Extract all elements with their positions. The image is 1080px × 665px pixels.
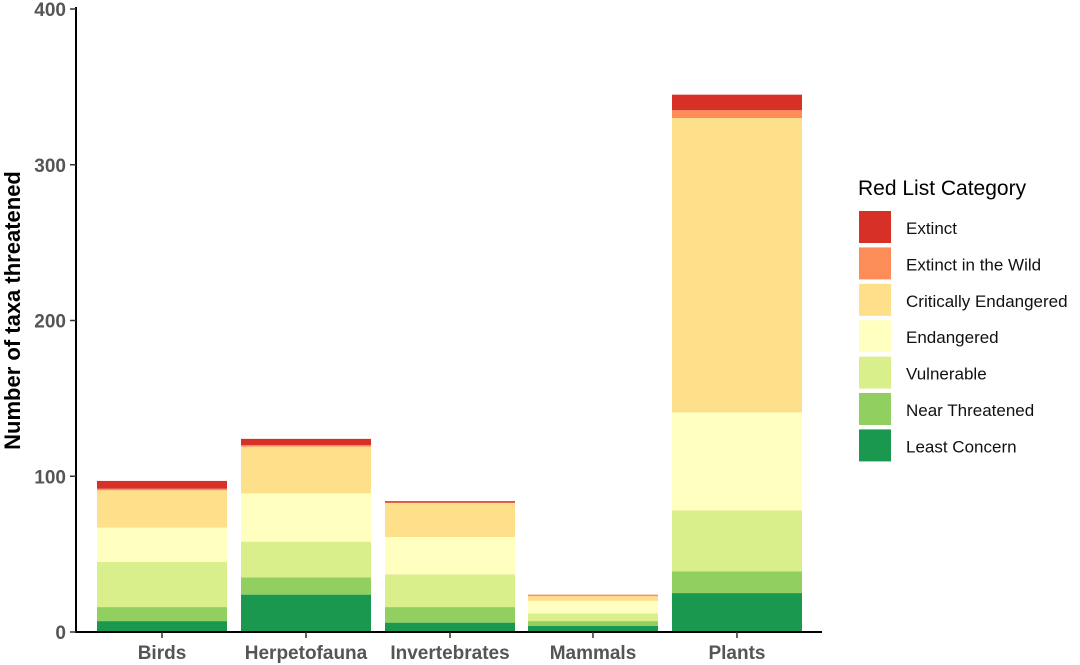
bar-stack-plants [672, 94, 802, 632]
bar-segment-birds-vulnerable [97, 561, 227, 608]
bar-segment-herpetofauna-extinct-in-the-wild [241, 445, 371, 447]
legend-swatch [859, 211, 891, 243]
bar-stack-invertebrates [385, 501, 515, 632]
bar-segment-invertebrates-near-threatened [385, 607, 515, 623]
legend: Red List Category Extinct Extinct in the … [858, 177, 1068, 462]
legend-label: Critically Endangered [906, 292, 1068, 311]
x-tick-label-invertebrates: Invertebrates [390, 643, 509, 664]
legend-swatch [859, 356, 891, 389]
bar-segment-plants-least-concern [672, 593, 802, 632]
bar-segment-invertebrates-critically-endangered [385, 502, 515, 537]
bar-segment-herpetofauna-extinct [241, 438, 371, 446]
legend-item-vulnerable: Vulnerable [859, 356, 987, 389]
bar-segment-plants-vulnerable [672, 510, 802, 572]
bar-segment-birds-extinct [97, 480, 227, 489]
legend-swatch [859, 429, 891, 462]
y-tick-label: 400 [34, 0, 66, 21]
legend-label: Endangered [906, 328, 999, 347]
x-tick-label-mammals: Mammals [550, 643, 637, 664]
y-tick-label: 200 [34, 312, 66, 333]
legend-swatch [859, 320, 891, 353]
legend-label: Extinct in the Wild [906, 255, 1041, 274]
bar-segment-mammals-extinct-in-the-wild [528, 594, 658, 597]
bar-segment-invertebrates-least-concern [385, 622, 515, 632]
legend-item-critically-endangered: Critically Endangered [859, 283, 1068, 316]
y-tick-label: 100 [34, 467, 66, 488]
legend-label: Least Concern [906, 437, 1017, 456]
y-tick-label: 0 [55, 623, 66, 644]
legend-swatch [859, 247, 891, 280]
legend-title: Red List Category [858, 177, 1027, 200]
bar-segment-herpetofauna-near-threatened [241, 577, 371, 595]
legend-label: Near Threatened [906, 401, 1034, 420]
bar-segment-invertebrates-vulnerable [385, 574, 515, 608]
x-tick-label-birds: Birds [138, 643, 187, 664]
bars-layer [97, 94, 802, 632]
legend-label: Vulnerable [906, 365, 987, 384]
legend-item-extinct: Extinct [859, 211, 957, 243]
bar-stack-birds [97, 480, 227, 632]
legend-items: Extinct Extinct in the Wild Critically End… [859, 211, 1068, 462]
x-ticks: Birds Herpetofauna Invertebrates Mammals Pla… [138, 632, 766, 664]
bar-segment-mammals-least-concern [528, 625, 658, 632]
x-tick-label-plants: Plants [708, 643, 765, 664]
bar-segment-plants-critically-endangered [672, 118, 802, 413]
legend-label: Extinct [906, 219, 957, 238]
bar-segment-plants-near-threatened [672, 571, 802, 594]
bar-segment-mammals-endangered [528, 600, 658, 614]
legend-item-endangered: Endangered [859, 320, 999, 353]
bar-segment-plants-extinct-in-the-wild [672, 110, 802, 119]
y-ticks: 0 100 200 300 400 [34, 0, 76, 644]
bar-segment-mammals-vulnerable [528, 613, 658, 622]
legend-item-extinct-in-the-wild: Extinct in the Wild [859, 247, 1041, 280]
bar-segment-mammals-near-threatened [528, 621, 658, 626]
x-tick-label-herpetofauna: Herpetofauna [245, 643, 368, 664]
legend-item-near-threatened: Near Threatened [859, 393, 1034, 425]
bar-segment-birds-endangered [97, 527, 227, 562]
bar-segment-birds-critically-endangered [97, 490, 227, 528]
bar-segment-invertebrates-extinct [385, 501, 515, 503]
legend-swatch [859, 393, 891, 425]
legend-swatch [859, 283, 891, 316]
y-axis-title: Number of taxa threatened [0, 171, 25, 450]
bar-segment-birds-least-concern [97, 621, 227, 632]
bar-segment-herpetofauna-vulnerable [241, 541, 371, 578]
legend-item-least-concern: Least Concern [859, 429, 1017, 462]
bar-segment-mammals-critically-endangered [528, 596, 658, 601]
bar-segment-invertebrates-endangered [385, 536, 515, 575]
bar-segment-herpetofauna-critically-endangered [241, 446, 371, 494]
bar-stack-mammals [528, 594, 658, 632]
y-tick-label: 300 [34, 156, 66, 177]
bar-stack-herpetofauna [241, 438, 371, 632]
bar-segment-plants-endangered [672, 412, 802, 511]
bar-segment-herpetofauna-least-concern [241, 594, 371, 632]
bar-segment-herpetofauna-endangered [241, 493, 371, 542]
bar-segment-birds-extinct-in-the-wild [97, 488, 227, 491]
bar-segment-plants-extinct [672, 94, 802, 111]
bar-segment-birds-near-threatened [97, 607, 227, 622]
